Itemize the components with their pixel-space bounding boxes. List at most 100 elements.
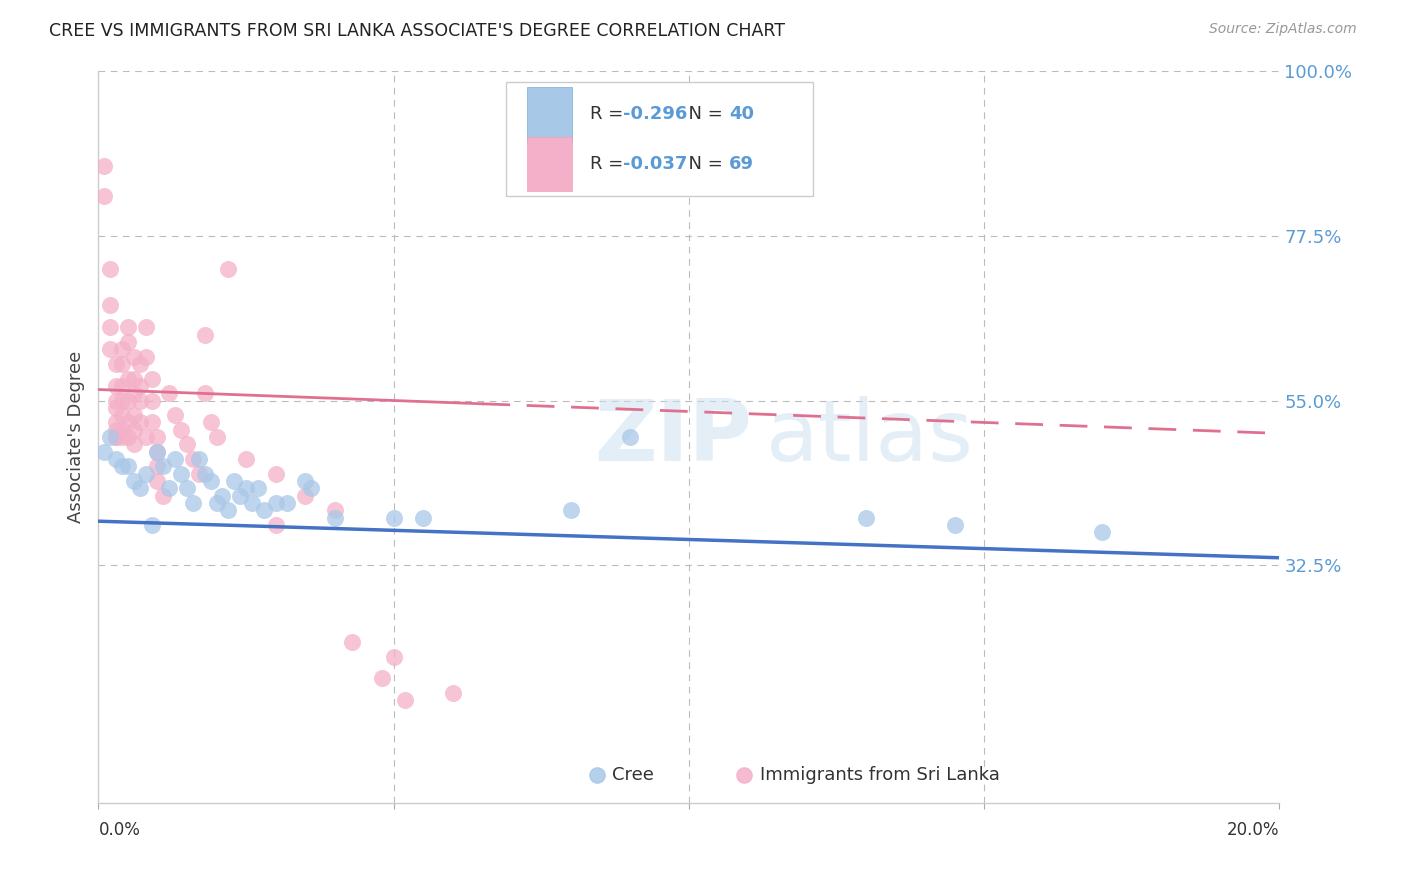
Point bbox=[105, 416, 128, 430]
Point bbox=[194, 327, 217, 342]
Text: N =: N = bbox=[678, 155, 728, 173]
Text: R =: R = bbox=[589, 105, 628, 123]
Point bbox=[294, 489, 316, 503]
Point bbox=[122, 350, 145, 364]
Point bbox=[93, 188, 115, 202]
Point bbox=[181, 496, 204, 510]
Text: R =: R = bbox=[589, 155, 628, 173]
Point bbox=[141, 517, 163, 532]
Point bbox=[135, 320, 157, 334]
Point bbox=[194, 467, 217, 481]
Point bbox=[235, 481, 257, 495]
Point bbox=[382, 649, 405, 664]
Point bbox=[122, 437, 145, 451]
Bar bbox=[527, 87, 572, 142]
Point bbox=[342, 635, 364, 649]
Point bbox=[176, 481, 198, 495]
Point bbox=[855, 510, 877, 524]
Point bbox=[205, 496, 228, 510]
Text: 0.0%: 0.0% bbox=[98, 821, 141, 839]
Point bbox=[146, 459, 169, 474]
Point bbox=[98, 320, 121, 334]
Point bbox=[111, 408, 134, 422]
Point bbox=[105, 452, 128, 467]
Text: Immigrants from Sri Lanka: Immigrants from Sri Lanka bbox=[759, 766, 1000, 784]
Point bbox=[141, 393, 163, 408]
Text: atlas: atlas bbox=[766, 395, 974, 479]
Point bbox=[146, 444, 169, 458]
Point bbox=[122, 408, 145, 422]
Point bbox=[111, 430, 134, 444]
Point bbox=[441, 686, 464, 700]
Point bbox=[235, 452, 257, 467]
Point bbox=[264, 517, 287, 532]
Point bbox=[98, 298, 121, 312]
Point bbox=[560, 503, 582, 517]
Point bbox=[117, 393, 139, 408]
Point bbox=[105, 430, 128, 444]
Point bbox=[98, 343, 121, 357]
Point bbox=[111, 379, 134, 393]
Point bbox=[117, 430, 139, 444]
Point bbox=[117, 459, 139, 474]
Text: ZIP: ZIP bbox=[595, 395, 752, 479]
FancyBboxPatch shape bbox=[506, 82, 813, 195]
Point bbox=[152, 489, 174, 503]
Point bbox=[229, 489, 252, 503]
Point bbox=[187, 452, 209, 467]
Text: -0.296: -0.296 bbox=[623, 105, 688, 123]
Point bbox=[111, 357, 134, 371]
Point bbox=[146, 430, 169, 444]
Text: N =: N = bbox=[678, 105, 728, 123]
Point bbox=[294, 474, 316, 488]
Point bbox=[264, 496, 287, 510]
Text: Cree: Cree bbox=[612, 766, 654, 784]
Point bbox=[117, 320, 139, 334]
Point bbox=[211, 489, 233, 503]
Point bbox=[382, 510, 405, 524]
Point bbox=[135, 467, 157, 481]
Point bbox=[276, 496, 298, 510]
Point bbox=[105, 357, 128, 371]
Point bbox=[128, 416, 150, 430]
Point bbox=[224, 474, 246, 488]
Point bbox=[117, 371, 139, 385]
Point bbox=[619, 430, 641, 444]
Point bbox=[111, 423, 134, 437]
Point bbox=[141, 416, 163, 430]
Point bbox=[371, 672, 394, 686]
Text: 20.0%: 20.0% bbox=[1227, 821, 1279, 839]
Point bbox=[200, 474, 222, 488]
Point bbox=[93, 444, 115, 458]
Point bbox=[98, 430, 121, 444]
Point bbox=[98, 261, 121, 276]
Point bbox=[105, 379, 128, 393]
Point bbox=[146, 474, 169, 488]
Point bbox=[152, 459, 174, 474]
Point bbox=[122, 386, 145, 401]
Point bbox=[128, 481, 150, 495]
Point bbox=[128, 379, 150, 393]
Point bbox=[394, 693, 416, 707]
Point bbox=[246, 481, 269, 495]
Point bbox=[165, 452, 187, 467]
Point bbox=[412, 510, 434, 524]
Point bbox=[200, 416, 222, 430]
Point bbox=[170, 467, 193, 481]
Point bbox=[122, 423, 145, 437]
Point bbox=[157, 386, 180, 401]
Text: CREE VS IMMIGRANTS FROM SRI LANKA ASSOCIATE'S DEGREE CORRELATION CHART: CREE VS IMMIGRANTS FROM SRI LANKA ASSOCI… bbox=[49, 22, 785, 40]
Point bbox=[105, 423, 128, 437]
Point bbox=[157, 481, 180, 495]
Point bbox=[264, 467, 287, 481]
Point bbox=[170, 423, 193, 437]
Point bbox=[122, 474, 145, 488]
Point bbox=[323, 510, 346, 524]
Y-axis label: Associate's Degree: Associate's Degree bbox=[66, 351, 84, 524]
Point bbox=[128, 357, 150, 371]
Point bbox=[217, 503, 239, 517]
Point bbox=[105, 401, 128, 415]
Point bbox=[146, 444, 169, 458]
Point bbox=[1091, 525, 1114, 540]
Point bbox=[240, 496, 263, 510]
